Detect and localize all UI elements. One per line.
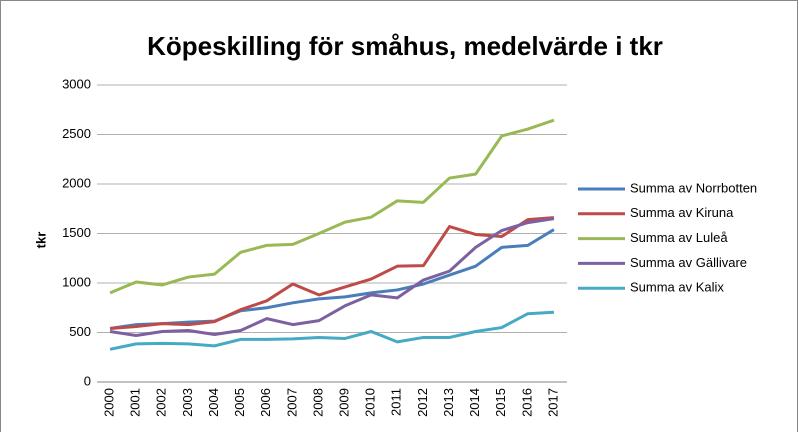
x-tick-label: 2001	[128, 388, 143, 417]
legend-label: Summa av Kiruna	[630, 205, 734, 220]
x-tick-label: 2004	[206, 388, 221, 417]
legend-label: Summa av Norrbotten	[630, 180, 757, 195]
x-tick-label: 2002	[154, 388, 169, 417]
x-tick-label: 2017	[545, 388, 560, 417]
series-line	[109, 228, 555, 331]
y-axis-label: tkr	[33, 232, 48, 249]
x-tick-label: 2016	[519, 388, 534, 417]
y-tick-label: 2500	[62, 126, 91, 141]
y-tick-label: 1000	[62, 274, 91, 289]
series-line	[109, 216, 555, 331]
x-tick-label: 2011	[389, 388, 404, 416]
series-line	[109, 217, 555, 337]
y-tick-label: 1500	[62, 225, 91, 240]
chart-title: Köpeskilling för småhus, medelvärde i tk…	[147, 31, 663, 61]
series-line	[109, 310, 555, 351]
y-tick-label: 0	[84, 373, 91, 388]
x-tick-label: 2008	[310, 388, 325, 417]
y-tick-label: 3000	[62, 76, 91, 91]
x-tick-label: 2007	[284, 388, 299, 417]
x-tick-label: 2012	[415, 388, 430, 417]
x-tick-label: 2010	[363, 388, 378, 417]
x-tick-label: 2014	[467, 388, 482, 417]
legend-label: Summa av Gällivare	[630, 255, 747, 270]
x-tick-label: 2009	[336, 388, 351, 417]
series-line	[109, 118, 555, 295]
y-tick-label: 2000	[62, 175, 91, 190]
legend-label: Summa av Kalix	[630, 280, 724, 295]
y-tick-label: 500	[69, 324, 91, 339]
x-tick-label: 2005	[232, 388, 247, 417]
x-tick-label: 2000	[101, 388, 116, 417]
x-tick-label: 2015	[493, 388, 508, 417]
legend-label: Summa av Luleå	[630, 230, 728, 245]
x-tick-label: 2013	[441, 388, 456, 417]
x-tick-label: 2003	[180, 388, 195, 417]
x-tick-label: 2006	[258, 388, 273, 417]
